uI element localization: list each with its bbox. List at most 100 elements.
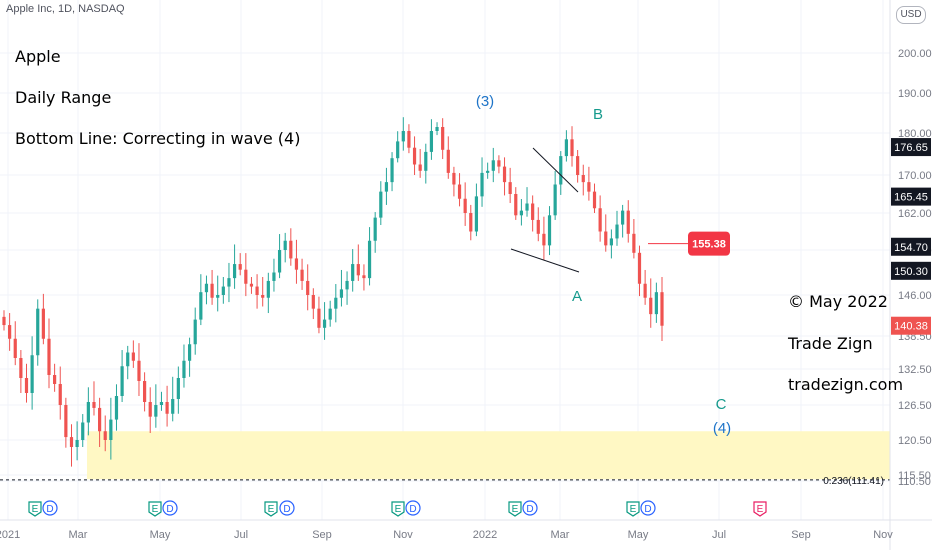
candle-body-16 xyxy=(92,402,96,408)
marker-shape-1 xyxy=(42,500,58,516)
candle-body-64 xyxy=(362,275,366,279)
candle-body-97 xyxy=(547,215,552,246)
candle-body-54 xyxy=(306,280,310,295)
candle-body-21 xyxy=(120,366,124,396)
candle-body-66 xyxy=(373,217,377,241)
candle-body-96 xyxy=(542,233,546,246)
candle-body-94 xyxy=(531,203,535,220)
candle-body-47 xyxy=(266,280,270,298)
price-tick-1: 115.50 xyxy=(898,470,931,482)
candle-body-0 xyxy=(2,316,6,326)
candle-body-30 xyxy=(171,399,175,414)
candle-body-46 xyxy=(261,295,265,298)
marker-letter-11: D xyxy=(644,504,651,515)
marker-shape-5 xyxy=(279,500,295,516)
candle-body-82 xyxy=(463,198,467,213)
candle-body-89 xyxy=(502,166,507,183)
candle-body-7 xyxy=(41,308,45,339)
candle-body-11 xyxy=(64,405,68,438)
callout-badge xyxy=(688,231,730,256)
marker-letter-1: D xyxy=(46,504,53,515)
price-label-bg-4 xyxy=(891,316,931,335)
candle-body-28 xyxy=(159,402,164,405)
marker-shape-7 xyxy=(405,500,421,516)
candles xyxy=(2,117,664,467)
candle-body-100 xyxy=(564,139,568,157)
candle-body-116 xyxy=(654,292,658,315)
candle-body-48 xyxy=(272,272,276,281)
candle-body-112 xyxy=(632,233,636,253)
candle-body-57 xyxy=(322,319,327,328)
candle-body-58 xyxy=(328,308,332,320)
price-tick-12: 200.00 xyxy=(898,48,932,60)
candle-body-84 xyxy=(474,196,479,232)
candle-body-92 xyxy=(519,210,524,216)
time-tick-1: Mar xyxy=(69,529,88,541)
candle-body-106 xyxy=(598,208,602,232)
candle-body-36 xyxy=(204,283,209,293)
price-label-bg-2 xyxy=(891,237,931,256)
time-tick-6: 2022 xyxy=(473,529,497,541)
candle-body-78 xyxy=(441,127,445,150)
note-bottom-line: Bottom Line: Correcting in wave (4) xyxy=(15,129,301,148)
price-label-0: 176.65 xyxy=(894,142,928,154)
price-label-bg-3 xyxy=(891,261,931,280)
candle-body-65 xyxy=(367,240,372,279)
marker-letter-10: E xyxy=(630,504,637,515)
price-tick-11: 190.00 xyxy=(898,88,932,100)
candle-body-115 xyxy=(649,297,653,315)
candle-body-35 xyxy=(199,292,203,320)
candle-body-91 xyxy=(514,194,518,216)
candle-body-72 xyxy=(407,131,411,148)
candle-body-13 xyxy=(75,440,79,447)
wave-labels: (3) B A C (4) xyxy=(476,93,731,437)
currency-badge[interactable]: USD xyxy=(896,6,926,24)
candle-body-5 xyxy=(30,355,34,393)
candle-body-83 xyxy=(469,213,473,232)
candle-body-114 xyxy=(643,283,647,298)
price-label-bg-0 xyxy=(891,138,931,157)
price-tick-0: 110.50 xyxy=(898,476,931,488)
time-tick-10: Sep xyxy=(791,529,811,541)
candle-body-108 xyxy=(609,238,613,246)
marker-letter-8: E xyxy=(512,504,519,515)
candle-body-107 xyxy=(604,231,608,246)
candle-body-70 xyxy=(396,141,400,159)
candle-body-53 xyxy=(300,269,304,281)
candle-body-19 xyxy=(109,419,113,440)
marker-shape-2 xyxy=(148,501,162,517)
time-tick-5: Nov xyxy=(393,529,413,541)
marker-shape-9 xyxy=(522,500,538,516)
wave-label-4: (4) xyxy=(713,420,731,437)
candle-body-87 xyxy=(491,160,495,171)
candle-body-18 xyxy=(103,431,107,440)
price-tick-10: 180.00 xyxy=(898,128,932,140)
candle-body-43 xyxy=(244,269,248,284)
price-tick-3: 126.50 xyxy=(898,400,932,412)
wedge-upper-line xyxy=(532,147,579,193)
candle-body-17 xyxy=(98,407,102,432)
candle-body-23 xyxy=(131,352,135,361)
candle-body-49 xyxy=(277,250,282,273)
candle-body-12 xyxy=(69,437,74,447)
candle-body-38 xyxy=(216,295,220,298)
candle-body-24 xyxy=(137,360,141,381)
price-tick-2: 120.50 xyxy=(898,435,932,447)
candle-body-20 xyxy=(114,396,119,420)
candle-body-14 xyxy=(81,422,85,440)
candle-body-77 xyxy=(435,127,439,131)
candle-body-101 xyxy=(570,139,574,157)
candle-body-41 xyxy=(232,264,237,279)
marker-shape-3 xyxy=(162,500,178,516)
candle-body-104 xyxy=(587,182,591,192)
marker-letter-0: E xyxy=(32,504,39,515)
candle-body-1 xyxy=(8,325,12,339)
candle-body-93 xyxy=(525,203,529,211)
candle-body-59 xyxy=(334,297,338,309)
candle-body-15 xyxy=(86,402,90,423)
candle-body-76 xyxy=(429,131,434,152)
